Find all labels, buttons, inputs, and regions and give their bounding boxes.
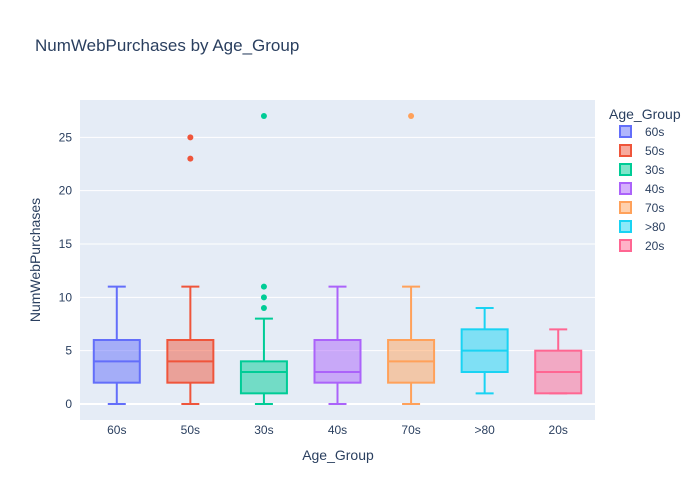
- legend-swatch: [619, 201, 632, 214]
- legend-item[interactable]: 60s: [619, 125, 664, 139]
- outlier-point: [187, 155, 194, 162]
- x-tick-labels: 60s 50s 30s 40s 70s >80 20s: [107, 423, 568, 437]
- y-tick-label: 0: [65, 397, 72, 411]
- iqr-box: [313, 339, 362, 384]
- y-tick-label: 15: [59, 237, 73, 251]
- x-tick-label: 50s: [181, 423, 200, 437]
- legend-label: 50s: [645, 144, 664, 158]
- legend-item[interactable]: >80: [619, 220, 666, 234]
- legend-label: 20s: [645, 239, 664, 253]
- box-trace[interactable]: [92, 285, 141, 405]
- y-axis-title: NumWebPurchases: [27, 198, 43, 322]
- legend-label: >80: [645, 220, 666, 234]
- legend-label: 40s: [645, 182, 664, 196]
- iqr-box: [239, 360, 288, 395]
- legend-swatch: [619, 144, 632, 157]
- legend-item[interactable]: 50s: [619, 144, 664, 158]
- legend-label: 70s: [645, 201, 664, 215]
- x-tick-label: 20s: [549, 423, 568, 437]
- legend-swatch: [619, 239, 632, 252]
- legend-item[interactable]: 30s: [619, 163, 664, 177]
- y-tick-label: 25: [59, 130, 73, 144]
- legend-title: Age_Group: [609, 106, 681, 122]
- legend-swatch: [619, 163, 632, 176]
- outlier-point: [260, 113, 267, 119]
- box-trace[interactable]: [166, 134, 215, 405]
- outlier-point: [408, 113, 415, 119]
- outlier-point: [187, 134, 194, 141]
- legend-label: 30s: [645, 163, 664, 177]
- x-axis-title: Age_Group: [302, 447, 374, 463]
- x-tick-label: >80: [474, 423, 495, 437]
- y-tick-labels: 0 5 10 15 20 25: [59, 130, 73, 411]
- box-traces: [92, 113, 583, 405]
- box-trace[interactable]: [534, 328, 583, 395]
- y-tick-label: 10: [59, 290, 73, 304]
- box-trace[interactable]: [239, 113, 288, 405]
- y-tick-label: 5: [65, 344, 72, 358]
- legend-swatch: [619, 182, 632, 195]
- legend-item[interactable]: 40s: [619, 182, 664, 196]
- outlier-point: [260, 305, 267, 311]
- legend-swatch: [619, 125, 632, 138]
- y-tick-label: 20: [59, 184, 73, 198]
- x-tick-label: 60s: [107, 423, 126, 437]
- outlier-point: [260, 283, 267, 290]
- legend[interactable]: Age_Group 60s 50s 30s 40s 70s >80 20s: [609, 106, 681, 253]
- box-trace[interactable]: [460, 307, 509, 395]
- legend-item[interactable]: 20s: [619, 239, 664, 253]
- legend-item[interactable]: 70s: [619, 201, 664, 215]
- chart-title: NumWebPurchases by Age_Group: [35, 36, 299, 55]
- legend-label: 60s: [645, 125, 664, 139]
- box-trace[interactable]: [387, 113, 436, 405]
- x-tick-label: 40s: [328, 423, 347, 437]
- x-tick-label: 30s: [254, 423, 273, 437]
- x-tick-label: 70s: [401, 423, 420, 437]
- legend-swatch: [619, 220, 632, 233]
- box-trace[interactable]: [313, 285, 362, 405]
- outlier-point: [260, 294, 267, 301]
